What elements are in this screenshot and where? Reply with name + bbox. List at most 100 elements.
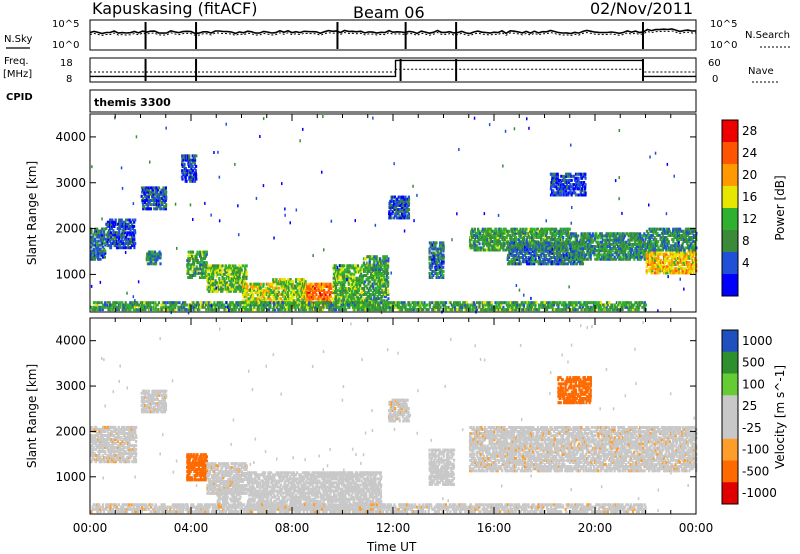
data-cell <box>194 158 197 162</box>
data-cell <box>274 299 277 303</box>
data-cell <box>287 295 290 298</box>
data-cell <box>270 291 273 294</box>
data-cell <box>302 303 305 307</box>
data-cell <box>331 284 334 288</box>
data-cell <box>625 240 628 244</box>
nave-right-tick-top: 60 <box>708 58 721 69</box>
data-cell <box>215 268 218 272</box>
data-cell <box>215 289 218 293</box>
data-cell <box>151 186 154 190</box>
data-cell <box>296 290 299 294</box>
data-cell <box>243 279 246 283</box>
data-cell <box>270 284 273 288</box>
data-cell <box>235 266 238 270</box>
data-cell <box>352 280 355 284</box>
data-cell <box>188 252 191 256</box>
data-cell <box>337 280 340 284</box>
data-cell <box>105 239 108 243</box>
data-cell <box>205 263 208 267</box>
data-cell <box>152 190 155 194</box>
data-cell <box>390 216 393 220</box>
data-cell <box>309 295 312 299</box>
data-cell <box>314 291 317 295</box>
data-cell <box>99 257 102 261</box>
data-cell <box>149 256 152 260</box>
data-cell <box>685 246 688 250</box>
data-cell <box>193 162 196 166</box>
data-cell <box>569 257 573 261</box>
data-cell <box>373 255 376 259</box>
data-cell <box>210 285 213 289</box>
data-cell <box>296 299 299 303</box>
data-cell <box>335 287 338 290</box>
data-cell <box>199 265 203 269</box>
data-cell <box>287 284 290 288</box>
data-cell <box>292 286 295 290</box>
data-cell <box>333 295 336 299</box>
data-cell <box>143 201 147 204</box>
data-cell <box>211 266 214 270</box>
data-cell <box>350 289 353 293</box>
data-cell <box>245 282 248 286</box>
data-cell <box>93 229 97 233</box>
data-cell <box>341 280 344 284</box>
data-cell <box>264 299 267 303</box>
data-cell <box>118 224 121 228</box>
data-cell <box>281 290 284 294</box>
data-cell <box>204 271 207 275</box>
data-cell <box>162 198 165 202</box>
data-cell <box>611 253 614 257</box>
data-cell <box>657 240 660 244</box>
data-cell <box>222 287 225 291</box>
data-cell <box>93 253 96 257</box>
data-cell <box>312 293 315 297</box>
data-cell <box>563 241 566 245</box>
data-cell <box>256 284 260 288</box>
data-cell <box>156 198 159 202</box>
data-cell <box>118 235 121 239</box>
data-cell <box>112 229 115 233</box>
data-cell <box>327 282 330 286</box>
data-cell <box>340 266 343 270</box>
data-cell <box>379 257 382 261</box>
data-cell <box>128 224 131 228</box>
data-cell <box>129 220 132 224</box>
data-cell <box>307 297 310 301</box>
data-cell <box>233 274 236 278</box>
data-cell <box>111 222 114 226</box>
data-cell <box>226 277 230 281</box>
data-cell <box>540 260 543 264</box>
data-cell <box>193 154 196 158</box>
data-cell <box>147 258 150 262</box>
data-cell <box>157 256 160 260</box>
data-cell <box>182 154 185 158</box>
data-cell <box>338 276 341 280</box>
data-cell <box>253 288 256 292</box>
data-cell <box>216 264 219 268</box>
data-cell <box>672 227 675 231</box>
data-cell <box>101 245 104 249</box>
data-cell <box>187 271 190 275</box>
data-cell <box>154 207 157 211</box>
data-cell <box>212 272 215 276</box>
data-cell <box>253 297 256 301</box>
data-cell <box>235 289 238 293</box>
data-cell <box>245 299 248 303</box>
data-cell <box>331 291 334 295</box>
data-cell <box>189 171 192 175</box>
data-cell <box>223 277 226 281</box>
data-cell <box>267 293 270 297</box>
data-cell <box>331 297 334 301</box>
data-cell <box>211 287 214 291</box>
data-cell <box>97 229 100 233</box>
data-cell <box>309 289 312 292</box>
data-cell <box>181 169 184 173</box>
data-cell <box>259 293 263 297</box>
data-cell <box>530 227 533 231</box>
data-cell <box>195 254 198 258</box>
data-cell <box>333 264 336 268</box>
data-cell <box>257 297 261 301</box>
data-cell <box>208 289 211 293</box>
data-cell <box>193 160 196 164</box>
data-cell <box>194 169 197 173</box>
